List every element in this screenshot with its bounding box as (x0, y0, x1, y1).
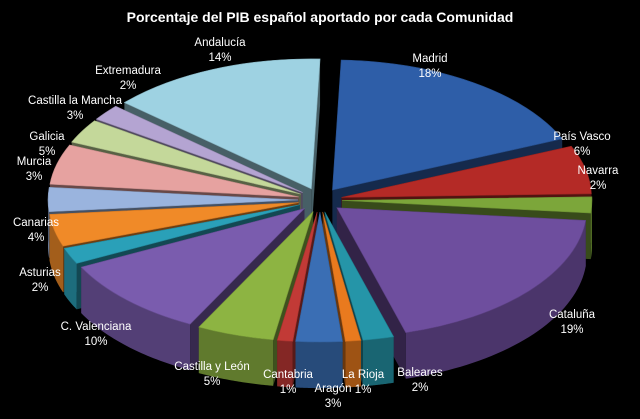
slice-label-la-rioja: La Rioja (342, 369, 385, 381)
slice-label-canarias: Canarias (13, 217, 59, 229)
slice-label-castilla-y-le-n: Castilla y León (174, 361, 249, 373)
slice-label-c-valenciana: C. Valenciana (61, 321, 132, 333)
slice-label-andaluc-a: Andalucía (194, 37, 246, 49)
slice-label-galicia: Galicia (29, 131, 65, 143)
slice-value-castilla-la-mancha: 3% (67, 110, 84, 122)
slice-label-murcia: Murcia (17, 156, 52, 168)
slice-value-la-rioja: 1% (355, 384, 372, 396)
slice-label-arag-n: Aragón (314, 383, 351, 395)
slice-value-cantabria: 1% (280, 384, 297, 396)
slice-label-baleares: Baleares (397, 367, 443, 379)
slice-value-extremadura: 2% (120, 80, 137, 92)
slice-value-murcia: 3% (26, 171, 43, 183)
pie-slice-arag-n (295, 212, 343, 389)
slice-value-c-valenciana: 10% (84, 336, 107, 348)
slice-value-andaluc-a: 14% (208, 52, 231, 64)
slice-label-asturias: Asturias (19, 267, 61, 279)
slice-value-navarra: 2% (590, 180, 607, 192)
slice-value-canarias: 4% (28, 232, 45, 244)
slice-value-madrid: 18% (418, 68, 441, 80)
slice-value-baleares: 2% (412, 382, 429, 394)
slice-label-navarra: Navarra (578, 165, 620, 177)
slice-label-catalu-a: Cataluña (549, 309, 596, 321)
slices-layer (47, 58, 593, 389)
slice-value-catalu-a: 19% (560, 324, 583, 336)
slice-label-castilla-la-mancha: Castilla la Mancha (28, 95, 123, 107)
labels-layer: Madrid 18% País Vasco 6% Navarra 2% Cataluña 19… (13, 37, 619, 410)
slice-label-madrid: Madrid (412, 53, 447, 65)
slice-value-pa-s-vasco: 6% (574, 146, 591, 158)
slice-value-arag-n: 3% (325, 398, 342, 410)
chart-title: Porcentaje del PIB español aportado por … (127, 9, 514, 25)
slice-value-asturias: 2% (32, 282, 49, 294)
slice-value-galicia: 5% (39, 146, 56, 158)
slice-value-castilla-y-le-n: 5% (204, 376, 221, 388)
slice-label-extremadura: Extremadura (95, 65, 161, 77)
slice-label-pa-s-vasco: País Vasco (553, 131, 610, 143)
slice-label-cantabria: Cantabria (263, 369, 313, 381)
